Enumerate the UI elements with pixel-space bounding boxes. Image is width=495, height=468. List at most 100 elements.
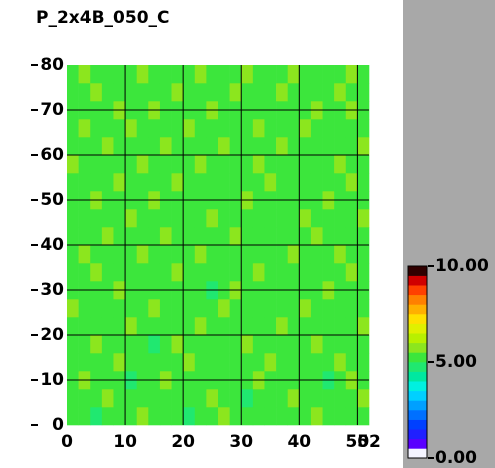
- heat-cell: [78, 227, 91, 246]
- heat-cell: [171, 353, 184, 372]
- colorbar-band: [408, 333, 427, 344]
- heat-cell: [136, 299, 149, 318]
- heat-cell: [310, 299, 323, 318]
- heat-cell: [90, 389, 103, 408]
- heat-cell: [67, 299, 79, 318]
- heat-cell: [241, 263, 254, 282]
- heat-cell: [113, 335, 126, 354]
- heat-cell: [90, 137, 103, 156]
- heat-cell: [78, 353, 91, 372]
- heat-cell: [78, 137, 91, 156]
- heat-cell: [67, 155, 79, 174]
- heat-cell: [229, 335, 242, 354]
- heat-cell: [171, 227, 184, 246]
- heat-cell: [299, 137, 312, 156]
- heat-cell: [322, 263, 335, 282]
- heat-cell: [125, 389, 137, 408]
- heat-cell: [322, 209, 335, 228]
- y-tick-label: 20: [40, 325, 64, 345]
- chart-title: P_2x4B_050_C: [36, 8, 170, 28]
- heat-cell: [229, 263, 242, 282]
- heat-cell: [113, 137, 126, 156]
- heat-cell: [322, 353, 335, 372]
- heat-cell: [148, 155, 161, 174]
- heat-cell: [183, 317, 196, 336]
- heat-cell: [90, 407, 103, 426]
- heat-cell: [67, 209, 79, 228]
- heat-cell: [322, 335, 335, 354]
- x-tick-label: 30: [229, 432, 253, 452]
- heat-cell: [183, 209, 196, 228]
- heat-cell: [310, 137, 323, 156]
- heat-cell: [357, 317, 370, 336]
- heat-cell: [241, 245, 254, 264]
- heat-cell: [252, 209, 265, 228]
- heat-cell: [252, 353, 265, 372]
- heat-cell: [148, 335, 161, 354]
- heat-cell: [148, 173, 161, 192]
- heat-cell: [159, 353, 172, 372]
- heat-cell: [357, 209, 370, 228]
- heat-cell: [310, 173, 323, 192]
- heat-cell: [194, 173, 207, 192]
- heat-cell: [183, 173, 196, 192]
- heat-cell: [113, 245, 126, 264]
- heat-cell: [113, 173, 126, 192]
- heat-cell: [310, 263, 323, 282]
- heat-cell: [125, 353, 137, 372]
- heat-cell: [183, 119, 196, 138]
- heat-cell: [299, 119, 312, 138]
- heat-cell: [206, 137, 219, 156]
- heat-cell: [113, 83, 126, 102]
- heat-cell: [241, 317, 254, 336]
- heat-cell: [241, 119, 254, 138]
- heat-cell: [287, 317, 300, 336]
- heat-cell: [136, 317, 149, 336]
- heat-cell: [276, 407, 288, 426]
- heat-cell: [125, 299, 137, 318]
- heat-cell: [310, 227, 323, 246]
- colorbar-band: [408, 294, 427, 305]
- heat-cell: [299, 83, 312, 102]
- heat-cell: [357, 119, 370, 138]
- heat-cell: [183, 335, 196, 354]
- heat-cell: [90, 317, 103, 336]
- heat-cell: [148, 65, 161, 84]
- heat-cell: [357, 263, 370, 282]
- heat-cell: [264, 119, 277, 138]
- heat-cell: [136, 119, 149, 138]
- colorbar-band: [408, 448, 427, 459]
- heat-cell: [101, 65, 114, 84]
- heat-cell: [171, 407, 184, 426]
- heat-cell: [148, 353, 161, 372]
- heat-cell: [171, 209, 184, 228]
- heat-cell: [322, 407, 335, 426]
- heat-cell: [78, 245, 91, 264]
- colorbar-tick-label: 10.00: [435, 256, 489, 276]
- heat-cell: [148, 227, 161, 246]
- y-tick-label: 0: [52, 415, 64, 435]
- heat-cell: [241, 335, 254, 354]
- heat-cell: [299, 335, 312, 354]
- heat-cell: [159, 209, 172, 228]
- heat-cell: [101, 137, 114, 156]
- heat-cell: [206, 155, 219, 174]
- heat-cell: [136, 155, 149, 174]
- heat-cell: [310, 335, 323, 354]
- heat-cell: [218, 155, 230, 174]
- heat-cell: [136, 353, 149, 372]
- heat-cell: [90, 263, 103, 282]
- heat-cell: [159, 65, 172, 84]
- heat-cell: [252, 155, 265, 174]
- heat-cell: [194, 227, 207, 246]
- heat-cell: [264, 407, 277, 426]
- heat-cell: [171, 389, 184, 408]
- heat-cell: [345, 299, 358, 318]
- heat-cell: [241, 299, 254, 318]
- heat-cell: [357, 245, 370, 264]
- heat-cell: [206, 65, 219, 84]
- heat-cell: [345, 83, 358, 102]
- colorbar-band: [408, 410, 427, 420]
- heat-cell: [218, 389, 230, 408]
